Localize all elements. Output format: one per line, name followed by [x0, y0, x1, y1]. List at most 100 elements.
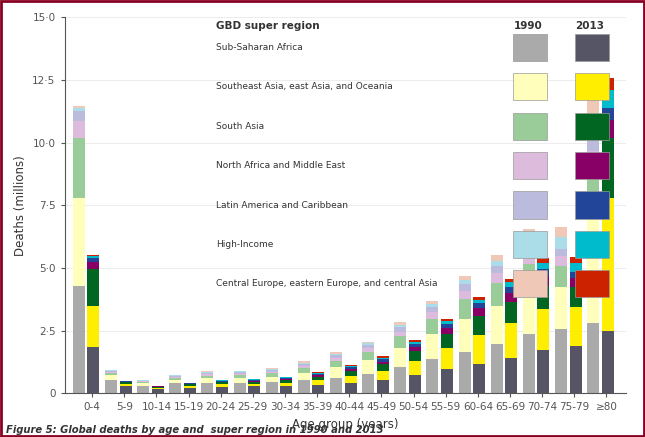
Bar: [394, 336, 406, 348]
FancyBboxPatch shape: [513, 34, 547, 61]
Bar: [201, 374, 213, 375]
Bar: [394, 325, 406, 327]
Bar: [505, 293, 517, 302]
Bar: [441, 321, 453, 324]
Bar: [266, 369, 278, 370]
Bar: [587, 99, 599, 115]
Bar: [505, 302, 517, 323]
Bar: [233, 372, 246, 374]
Bar: [570, 263, 582, 272]
Bar: [248, 381, 260, 382]
Bar: [87, 255, 99, 256]
Bar: [587, 169, 599, 215]
Bar: [426, 301, 439, 304]
Bar: [426, 334, 439, 360]
Text: South Asia: South Asia: [216, 121, 264, 131]
Bar: [73, 138, 85, 198]
Bar: [459, 319, 471, 352]
FancyBboxPatch shape: [513, 113, 547, 139]
Bar: [184, 388, 196, 393]
Bar: [344, 366, 357, 367]
Bar: [555, 250, 567, 256]
Bar: [409, 375, 421, 393]
Bar: [330, 367, 342, 378]
Bar: [266, 368, 278, 369]
Bar: [170, 376, 181, 377]
FancyBboxPatch shape: [575, 152, 609, 179]
Text: High-Income: High-Income: [216, 240, 273, 249]
Bar: [362, 342, 374, 343]
Bar: [362, 360, 374, 374]
Bar: [266, 373, 278, 377]
Bar: [280, 378, 292, 379]
Bar: [555, 227, 567, 237]
Bar: [505, 282, 517, 287]
Bar: [537, 350, 550, 393]
Bar: [459, 276, 471, 280]
Bar: [119, 386, 132, 393]
Bar: [441, 329, 453, 334]
Bar: [298, 380, 310, 393]
Bar: [248, 379, 260, 381]
Bar: [298, 368, 310, 373]
Text: 1990: 1990: [513, 21, 542, 31]
Bar: [473, 316, 485, 335]
Bar: [555, 329, 567, 393]
Bar: [298, 373, 310, 380]
Bar: [233, 375, 246, 378]
Bar: [216, 381, 228, 382]
Bar: [298, 363, 310, 364]
Bar: [233, 371, 246, 372]
Bar: [537, 286, 550, 309]
Bar: [377, 358, 389, 359]
Bar: [280, 377, 292, 378]
Bar: [344, 369, 357, 371]
Bar: [170, 377, 181, 378]
Bar: [587, 115, 599, 139]
Bar: [377, 357, 389, 358]
Bar: [248, 378, 260, 379]
Bar: [73, 111, 85, 121]
Bar: [105, 372, 117, 375]
Bar: [523, 237, 535, 246]
FancyBboxPatch shape: [575, 113, 609, 139]
FancyBboxPatch shape: [575, 271, 609, 298]
Bar: [73, 121, 85, 138]
Bar: [362, 374, 374, 393]
Bar: [344, 382, 357, 393]
Bar: [201, 375, 213, 378]
Bar: [184, 384, 196, 386]
Bar: [537, 276, 550, 286]
Bar: [570, 278, 582, 287]
Bar: [312, 372, 324, 373]
Bar: [377, 362, 389, 364]
Bar: [298, 364, 310, 366]
Bar: [330, 353, 342, 354]
Bar: [152, 387, 164, 388]
Text: Southeast Asia, east Asia, and Oceania: Southeast Asia, east Asia, and Oceania: [216, 82, 393, 91]
Bar: [312, 377, 324, 380]
Bar: [137, 382, 149, 383]
Text: Figure 5: Global deaths by age and  super region in 1990 and 2013: Figure 5: Global deaths by age and super…: [6, 425, 384, 435]
Bar: [426, 304, 439, 307]
Y-axis label: Deaths (millions): Deaths (millions): [14, 155, 26, 256]
Bar: [491, 344, 502, 393]
FancyBboxPatch shape: [513, 191, 547, 218]
Bar: [216, 387, 228, 393]
Bar: [570, 346, 582, 393]
Bar: [409, 344, 421, 347]
Bar: [201, 371, 213, 372]
Bar: [570, 257, 582, 263]
Bar: [409, 351, 421, 361]
Bar: [473, 364, 485, 393]
FancyBboxPatch shape: [513, 271, 547, 298]
Text: North Africa and Middle East: North Africa and Middle East: [216, 161, 345, 170]
Bar: [491, 260, 502, 266]
Bar: [441, 348, 453, 370]
Bar: [377, 380, 389, 393]
X-axis label: Age group (years): Age group (years): [292, 418, 399, 431]
Bar: [105, 370, 117, 371]
Bar: [459, 284, 471, 291]
Bar: [394, 327, 406, 332]
FancyBboxPatch shape: [513, 73, 547, 100]
